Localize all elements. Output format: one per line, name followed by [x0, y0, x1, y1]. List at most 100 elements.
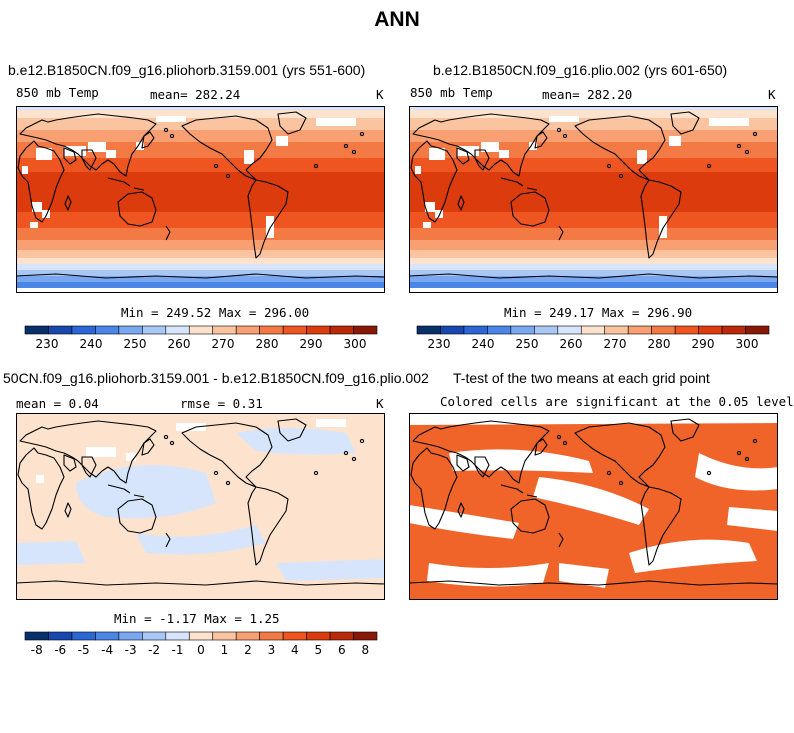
panel-2-frame: [409, 106, 778, 293]
panel-1-coast-9: [181, 115, 273, 181]
panel-3-mask-2: [126, 453, 136, 461]
panel-3-colorbar-tick-11: 4: [291, 643, 299, 657]
panel-2-band-14: [409, 276, 778, 282]
panel-1-mask-2: [88, 142, 106, 152]
panel-2-island-3: [744, 149, 750, 155]
panel-3-negative-area-4: [276, 559, 385, 581]
panel-1-coastlines: [15, 111, 386, 279]
panel-2-colorbar-tick-5: 280: [648, 337, 671, 351]
panel-3-island-5: [213, 470, 219, 476]
panel-2-colorbar-tick-6: 290: [692, 337, 715, 351]
panel-4-island-0: [556, 434, 562, 440]
panel-1-coast-6: [107, 177, 145, 191]
panel-4-coast-2: [412, 420, 550, 484]
panel-1-coast-1: [64, 195, 72, 211]
panel-4-coast-8: [558, 532, 564, 548]
panel-1-mask-13: [30, 222, 38, 228]
panel-1-band-6: [16, 172, 385, 212]
panel-3-coast-6: [107, 484, 145, 498]
panel-2-mask-7: [637, 150, 647, 164]
panel-2-colorbar: 230 240 250 260 270 280 290 300: [416, 325, 770, 351]
panel-2-colorbar-swatch-0: [416, 325, 441, 335]
panel-1-coast-11: [247, 179, 289, 259]
panel-1-coast-5: [141, 131, 155, 149]
panel-3-colorbar-tick-4: -3: [125, 643, 137, 657]
panel-1-coast-2: [19, 113, 157, 177]
panel-3-stats: Min = -1.17 Max = 1.25: [114, 611, 280, 626]
panel-2-stats: Min = 249.17 Max = 296.90: [504, 305, 693, 320]
panel-1-island-0: [163, 127, 169, 133]
panel-2-band-7: [409, 212, 778, 228]
panel-2-colorbar-swatch-4: [510, 325, 535, 335]
panel-2-coast-6: [500, 177, 538, 191]
panel-1-mask-7: [244, 150, 254, 164]
panel-3-coastlines: [15, 418, 386, 586]
panel-4-coast-11: [640, 486, 682, 566]
panel-2-colorbar-swatch-1: [440, 325, 465, 335]
panel-3-coast-1: [64, 502, 72, 518]
panel-2-mask-3: [499, 150, 509, 158]
panel-1-colorbar-tick-1: 240: [80, 337, 103, 351]
panel-1-map: [15, 106, 386, 293]
panel-4-frame: [409, 413, 778, 600]
panel-2-island-0: [556, 127, 562, 133]
panel-2-colorbar-swatch-5: [534, 325, 559, 335]
panel-2-band-3: [409, 130, 778, 142]
panel-3-colorbar-tick-1: -6: [54, 643, 66, 657]
panel-4-island-7: [706, 470, 712, 476]
panel-3-colorbar-tick-3: -4: [101, 643, 113, 657]
panel-3-coast-11: [247, 486, 289, 566]
panel-2-colorbar-swatch-13: [721, 325, 746, 335]
panel-1-island-1: [169, 133, 175, 139]
panel-2-colorbar-swatch-3: [487, 325, 512, 335]
panel-3-coast-5: [141, 438, 155, 456]
panel-2-mask-8: [669, 136, 681, 146]
panel-2-colorbar-swatch-6: [557, 325, 582, 335]
panel-1-band-5: [16, 158, 385, 172]
panel-2-mask-5: [435, 210, 443, 218]
panel-3-colorbar-tick-8: 1: [221, 643, 229, 657]
panel-3-title: 50CN.f09_g16.pliohorb.3159.001 - b.e12.B…: [3, 370, 429, 386]
panel-3-colorbar-tick-7: 0: [197, 643, 205, 657]
panel-2-colorbar-swatch-10: [651, 325, 676, 335]
panel-4-not-significant-6: [427, 563, 549, 587]
panel-3-mask-3: [36, 475, 44, 483]
panel-2-mask-6: [529, 142, 537, 150]
panel-3-rmse-label: rmse = 0.31: [180, 396, 263, 411]
panel-1-colorbar-tick-4: 270: [212, 337, 235, 351]
panel-1-colorbar-swatch-1: [48, 325, 73, 335]
panel-3-colorbar-swatch-1: [48, 631, 73, 641]
panel-1-colorbar-swatch-8: [212, 325, 237, 335]
panel-3-colorbar-swatch-11: [282, 631, 307, 641]
panel-2-coast-2: [412, 113, 550, 177]
panel-3-colorbar-tick-0: -8: [31, 643, 43, 657]
panel-1-colorbar-swatch-11: [282, 325, 307, 335]
panel-2-mask-4: [425, 202, 435, 212]
panel-2-coast-9: [574, 115, 666, 181]
panel-2-band-10: [409, 250, 778, 258]
panel-1-band-8: [16, 228, 385, 240]
panel-3-island-0: [163, 434, 169, 440]
panel-4-coast-6: [500, 484, 538, 498]
panel-3-island-7: [313, 470, 319, 476]
panel-2-colorbar-tick-0: 230: [428, 337, 451, 351]
panel-1-island-7: [313, 163, 319, 169]
panel-3-coast-12: [15, 580, 386, 586]
panel-1-island-5: [213, 163, 219, 169]
panel-3-coast-2: [19, 420, 157, 484]
panel-1-colorbar-swatch-12: [306, 325, 331, 335]
panel-1-island-2: [343, 143, 349, 149]
panel-2-coast-12: [408, 273, 779, 279]
panel-2-mean-label: mean= 282.20: [542, 87, 633, 102]
panel-3-colorbar-tick-2: -5: [78, 643, 90, 657]
panel-3-frame: [16, 413, 385, 600]
panel-1-variable-label: 850 mb Temp: [16, 85, 99, 100]
panel-2-coast-11: [640, 179, 682, 259]
main-title: ANN: [374, 8, 420, 31]
panel-2-band-6: [409, 172, 778, 212]
panel-1-stats: Min = 249.52 Max = 296.00: [121, 305, 310, 320]
panel-1-mask-1: [64, 146, 86, 156]
panel-1-mask-6: [136, 142, 144, 150]
panel-1-colorbar-swatch-14: [353, 325, 378, 335]
panel-2-mask-0: [429, 148, 445, 160]
